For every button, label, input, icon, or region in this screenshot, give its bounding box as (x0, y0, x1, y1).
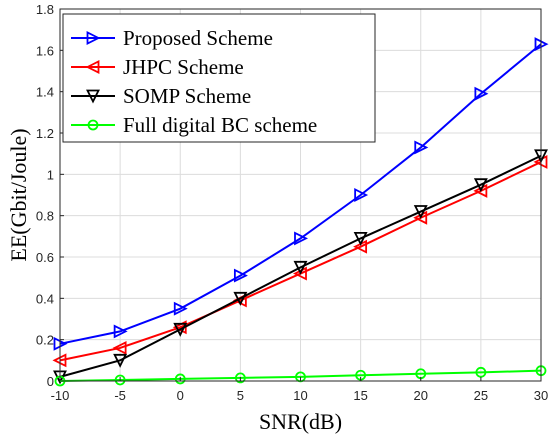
data-point-marker (353, 231, 368, 246)
legend-marker (86, 89, 100, 104)
legend-label: Full digital BC scheme (123, 113, 317, 137)
y-tick-label: 1.2 (36, 126, 54, 141)
x-tick-label: 15 (353, 388, 367, 403)
x-tick-label: 20 (414, 388, 428, 403)
legend-marker (87, 119, 99, 131)
data-point-marker (293, 260, 308, 275)
data-point-marker (474, 86, 489, 101)
x-tick-labels: -10 -5 0 5 10 15 20 25 30 (51, 377, 548, 403)
data-point-marker (114, 374, 126, 386)
data-point-marker (174, 373, 186, 385)
data-point-marker (294, 231, 309, 246)
data-point-marker (473, 178, 488, 193)
series-line (59, 154, 542, 378)
y-axis-title: EE(Gbit/Joule) (6, 128, 31, 261)
x-tick-label: -5 (114, 388, 126, 403)
legend-label: Proposed Scheme (123, 26, 273, 50)
x-tick-label: 10 (293, 388, 307, 403)
data-point-marker (473, 183, 488, 198)
y-tick-label: 1.8 (36, 2, 54, 17)
series-line (59, 369, 542, 382)
legend-entry: SOMP Scheme (71, 84, 251, 108)
y-tick-labels: 0 0.2 0.4 0.6 0.8 1 1.2 1.4 1.6 1.8 (36, 2, 64, 389)
y-tick-label: 1.4 (36, 85, 54, 100)
x-tick-label: -10 (51, 388, 70, 403)
data-point-marker (112, 340, 127, 355)
legend: Proposed Scheme JHPC Scheme SOMP Scheme Ful… (62, 13, 376, 143)
data-point-marker (233, 268, 248, 283)
data-point-marker (234, 372, 246, 384)
data-point-marker (113, 324, 128, 339)
x-tick-label: 25 (474, 388, 488, 403)
series-group (52, 37, 549, 387)
legend-label: JHPC Scheme (123, 55, 244, 79)
legend-marker (85, 60, 100, 74)
legend-label: SOMP Scheme (123, 84, 251, 108)
data-point-marker (292, 266, 307, 281)
x-tick-label: 0 (177, 388, 184, 403)
x-tick-label: 5 (237, 388, 244, 403)
series-somp-scheme (53, 149, 548, 385)
legend-entry: Proposed Scheme (71, 26, 273, 50)
y-tick-label: 0.4 (36, 291, 54, 306)
data-point-marker (113, 353, 128, 368)
legend-entry: JHPC Scheme (71, 55, 244, 79)
y-tick-label: 1.6 (36, 43, 54, 58)
x-axis-title: SNR(dB) (259, 409, 342, 434)
data-point-marker (414, 140, 429, 155)
x-tick-label: 30 (534, 388, 548, 403)
y-tick-label: 0.6 (36, 250, 54, 265)
data-point-marker (233, 291, 248, 306)
legend-box (62, 13, 376, 143)
data-point-marker (173, 301, 188, 316)
data-point-marker (475, 366, 487, 378)
y-tick-label: 0.2 (36, 333, 54, 348)
legend-items: Proposed Scheme JHPC Scheme SOMP Scheme Ful… (71, 26, 317, 137)
series-line (59, 43, 542, 345)
y-tick-label: 1 (47, 167, 54, 182)
legend-entry: Full digital BC scheme (71, 113, 317, 137)
y-tick-label: 0.8 (36, 209, 54, 224)
y-tick-label: 0 (47, 374, 54, 389)
data-point-marker (354, 188, 369, 202)
legend-marker (86, 31, 101, 45)
data-point-marker (173, 322, 188, 337)
data-point-marker (413, 210, 428, 225)
data-point-marker (413, 205, 428, 220)
